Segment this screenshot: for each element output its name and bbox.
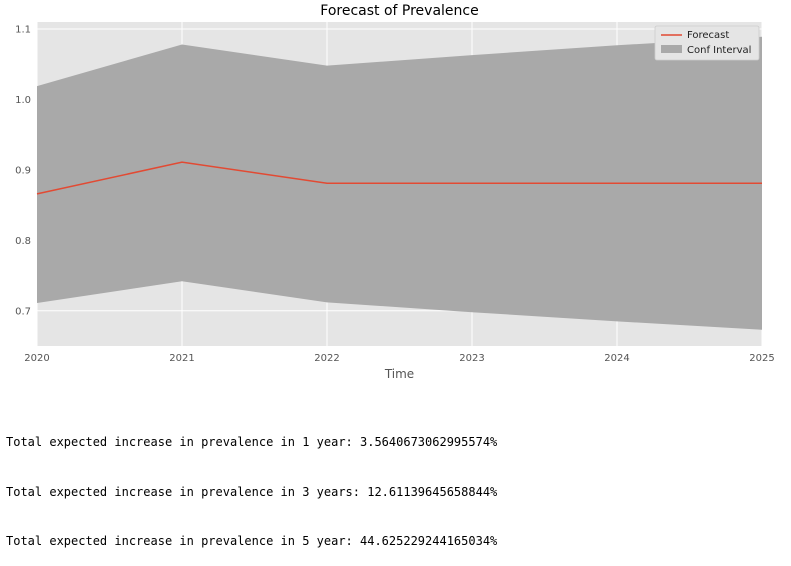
y-tick-label: 1.0 (15, 95, 31, 106)
legend-interval-label: Conf Interval (687, 45, 751, 56)
output-line-3-years: Total expected increase in prevalence in… (6, 484, 498, 499)
x-tick-label: 2023 (459, 353, 484, 364)
output-line-5-year: Total expected increase in prevalence in… (6, 534, 498, 548)
legend-interval-swatch (661, 45, 682, 53)
forecast-line (36, 161, 762, 195)
x-tick-label: 2024 (604, 353, 629, 364)
x-tick-label: 2020 (24, 353, 49, 364)
y-tick-label: 0.8 (15, 236, 31, 247)
x-tick-label: 2025 (749, 353, 774, 364)
x-tick-label: 2022 (314, 353, 339, 364)
console-output: Total expected increase in prevalence in… (6, 401, 497, 566)
forecast-chart: 2020 2021 2022 2023 2024 2025 0.7 0.8 0.9 1.0 1.1 T… (15, 3, 775, 381)
chart-canvas: 2020 2021 2022 2023 2024 2025 0.7 0.8 0.9 1.0 1.1 T… (15, 3, 775, 381)
x-tick-label: 2021 (169, 353, 194, 364)
y-tick-label: 1.1 (15, 25, 31, 36)
chart-title: Forecast of Prevalence (320, 3, 478, 19)
x-axis-label: Time (384, 367, 414, 381)
output-line-1-year: Total expected increase in prevalence in… (6, 435, 498, 449)
y-tick-label: 0.9 (15, 165, 31, 176)
y-tick-label: 0.7 (15, 306, 31, 317)
legend-forecast-label: Forecast (687, 30, 729, 41)
